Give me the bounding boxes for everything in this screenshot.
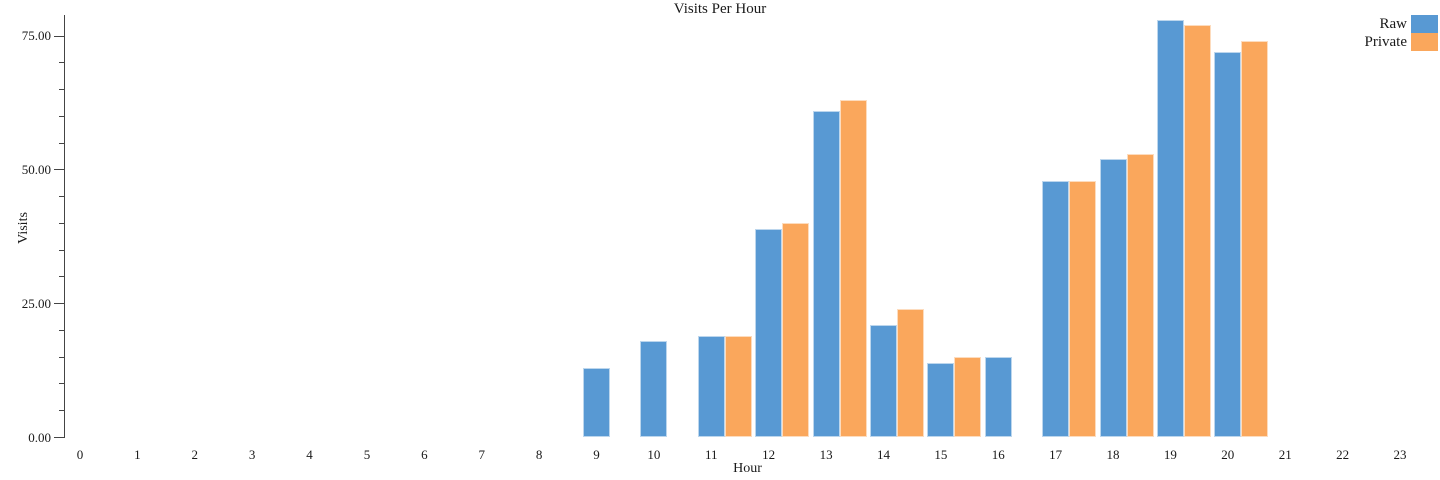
legend-label: Raw (1379, 15, 1408, 32)
x-tick-label: 18 (1106, 447, 1120, 462)
x-tick-label: 6 (421, 447, 428, 462)
x-tick-label: 19 (1163, 447, 1177, 462)
x-tick-label: 16 (991, 447, 1005, 462)
bar-private-hour-19 (1183, 25, 1211, 438)
legend: Raw Private (1364, 15, 1438, 51)
bar-raw-hour-17 (1042, 180, 1070, 438)
bar-raw-hour-10 (640, 341, 668, 438)
x-tick-label: 2 (191, 447, 199, 462)
x-tick-label: 15 (934, 447, 948, 462)
bar-raw-hour-9 (583, 367, 610, 438)
bar-raw-hour-16 (984, 357, 1012, 438)
bar-private-hour-18 (1126, 153, 1154, 438)
bar-raw-hour-20 (1214, 52, 1242, 438)
x-tick-label: 21 (1278, 447, 1292, 462)
x-tick-label: 20 (1221, 447, 1235, 462)
x-tick-label: 7 (478, 447, 485, 462)
y-minor-tick-mark (59, 249, 64, 251)
bar-private-hour-12 (782, 223, 810, 438)
x-tick-label: 23 (1393, 447, 1407, 462)
bar-private-hour-17 (1069, 180, 1097, 438)
bar-raw-hour-15 (927, 362, 955, 438)
y-tick-mark (54, 437, 64, 438)
y-tick-mark (54, 303, 64, 305)
y-minor-tick-mark (59, 196, 64, 198)
x-tick-label: 13 (819, 447, 833, 462)
bar-private-hour-13 (839, 100, 867, 438)
y-axis-label: Visits (16, 212, 31, 244)
legend-label: Private (1364, 33, 1408, 50)
bar-raw-hour-14 (869, 325, 897, 438)
x-tick-label: 0 (76, 447, 84, 462)
bar-raw-hour-11 (697, 335, 725, 438)
y-tick-mark (54, 169, 64, 171)
bar-private-hour-15 (954, 357, 982, 438)
x-tick-label: 5 (363, 447, 371, 462)
x-tick-label: 14 (876, 447, 890, 462)
x-tick-label: 4 (306, 447, 313, 462)
y-minor-tick-mark (59, 62, 64, 64)
y-minor-tick-mark (59, 410, 64, 412)
bar-raw-hour-12 (755, 228, 783, 438)
x-tick-label: 1 (134, 447, 141, 462)
bar-raw-hour-18 (1099, 159, 1127, 438)
y-axis-line (64, 15, 65, 438)
y-minor-tick-mark (59, 276, 64, 278)
x-tick-label: 17 (1049, 447, 1063, 462)
y-minor-tick-mark (59, 329, 64, 331)
bar-raw-hour-19 (1156, 19, 1184, 438)
y-tick-label: 50.00 (21, 161, 51, 177)
bar-private-hour-14 (896, 309, 924, 438)
y-minor-tick-mark (59, 383, 64, 385)
y-tick-mark (54, 35, 64, 37)
x-tick-label: 3 (248, 447, 256, 462)
bar-private-hour-11 (724, 335, 752, 438)
x-tick-label: 8 (535, 447, 543, 462)
y-tick-label: 0.00 (28, 429, 51, 445)
y-minor-tick-mark (59, 142, 64, 144)
y-minor-tick-mark (59, 356, 64, 358)
bar-raw-hour-13 (812, 110, 840, 438)
legend-row-raw: Raw (1365, 15, 1438, 33)
y-minor-tick-mark (59, 115, 64, 117)
legend-swatch-icon (1411, 15, 1438, 33)
y-minor-tick-mark (59, 89, 64, 91)
legend-row-private: Private (1364, 33, 1438, 51)
x-tick-label: 12 (762, 447, 776, 462)
y-minor-tick-mark (59, 222, 64, 224)
x-tick-label: 11 (705, 447, 718, 462)
bar-private-hour-20 (1241, 41, 1269, 438)
x-tick-label: 10 (647, 447, 661, 462)
x-axis-label: Hour (733, 461, 762, 476)
x-tick-label: 9 (593, 447, 600, 462)
x-tick-label: 22 (1336, 447, 1350, 462)
chart-title: Visits Per Hour (673, 1, 767, 17)
y-tick-label: 75.00 (21, 28, 51, 43)
y-tick-label: 25.00 (21, 295, 51, 311)
legend-swatch-icon (1411, 33, 1438, 51)
